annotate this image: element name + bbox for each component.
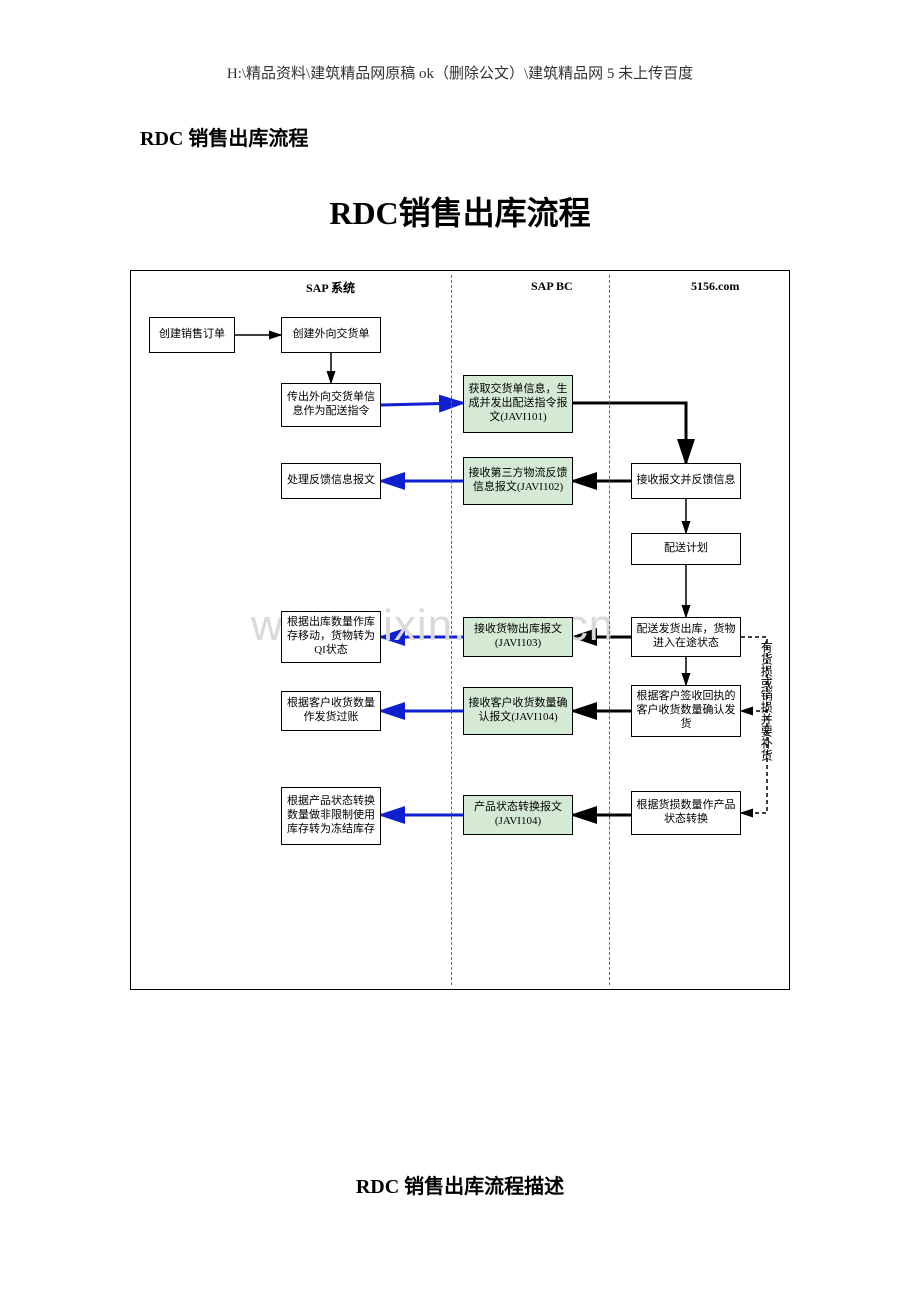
header-path: H:\精品资料\建筑精品网原稿 ok（删除公文）\建筑精品网 5 未上传百度 — [0, 62, 920, 83]
section-heading: RDC 销售出库流程 — [140, 122, 308, 151]
flow-node: 接收报文并反馈信息 — [631, 463, 741, 499]
lane-header: SAP BC — [531, 279, 573, 294]
flow-node: 传出外向交货单信息作为配送指令 — [281, 383, 381, 427]
side-note: 有货损或销损并要补货 — [759, 641, 772, 761]
flow-node: 创建外向交货单 — [281, 317, 381, 353]
flow-node: 根据出库数量作库存移动，货物转为QI状态 — [281, 611, 381, 663]
flow-node: 根据客户收货数量作发货过账 — [281, 691, 381, 731]
flow-node: 根据产品状态转换数量做非限制使用库存转为冻结库存 — [281, 787, 381, 845]
flow-node: 根据货损数量作产品状态转换 — [631, 791, 741, 835]
flowchart-diagram: www.zixin.com.cn SAP 系统SAP BC5156.com创建销… — [130, 270, 790, 990]
flow-node: 处理反馈信息报文 — [281, 463, 381, 499]
lane-divider — [609, 275, 610, 985]
flow-node: 产品状态转换报文(JAVI104) — [463, 795, 573, 835]
flow-node: 根据客户签收回执的客户收货数量确认发货 — [631, 685, 741, 737]
lane-divider — [451, 275, 452, 985]
flow-node: 接收货物出库报文(JAVI103) — [463, 617, 573, 657]
main-title: RDC销售出库流程 — [0, 188, 920, 234]
lane-header: 5156.com — [691, 279, 739, 294]
lane-header: SAP 系统 — [306, 279, 355, 296]
footer-heading: RDC 销售出库流程描述 — [0, 1170, 920, 1199]
flow-node: 创建销售订单 — [149, 317, 235, 353]
flow-node: 配送计划 — [631, 533, 741, 565]
arrow — [573, 403, 686, 463]
flow-node: 接收第三方物流反馈信息报文(JAVI102) — [463, 457, 573, 505]
flow-node: 获取交货单信息，生成并发出配送指令报文(JAVI101) — [463, 375, 573, 433]
flow-node: 接收客户收货数量确认报文(JAVI104) — [463, 687, 573, 735]
flow-node: 配送发货出库，货物进入在途状态 — [631, 617, 741, 657]
